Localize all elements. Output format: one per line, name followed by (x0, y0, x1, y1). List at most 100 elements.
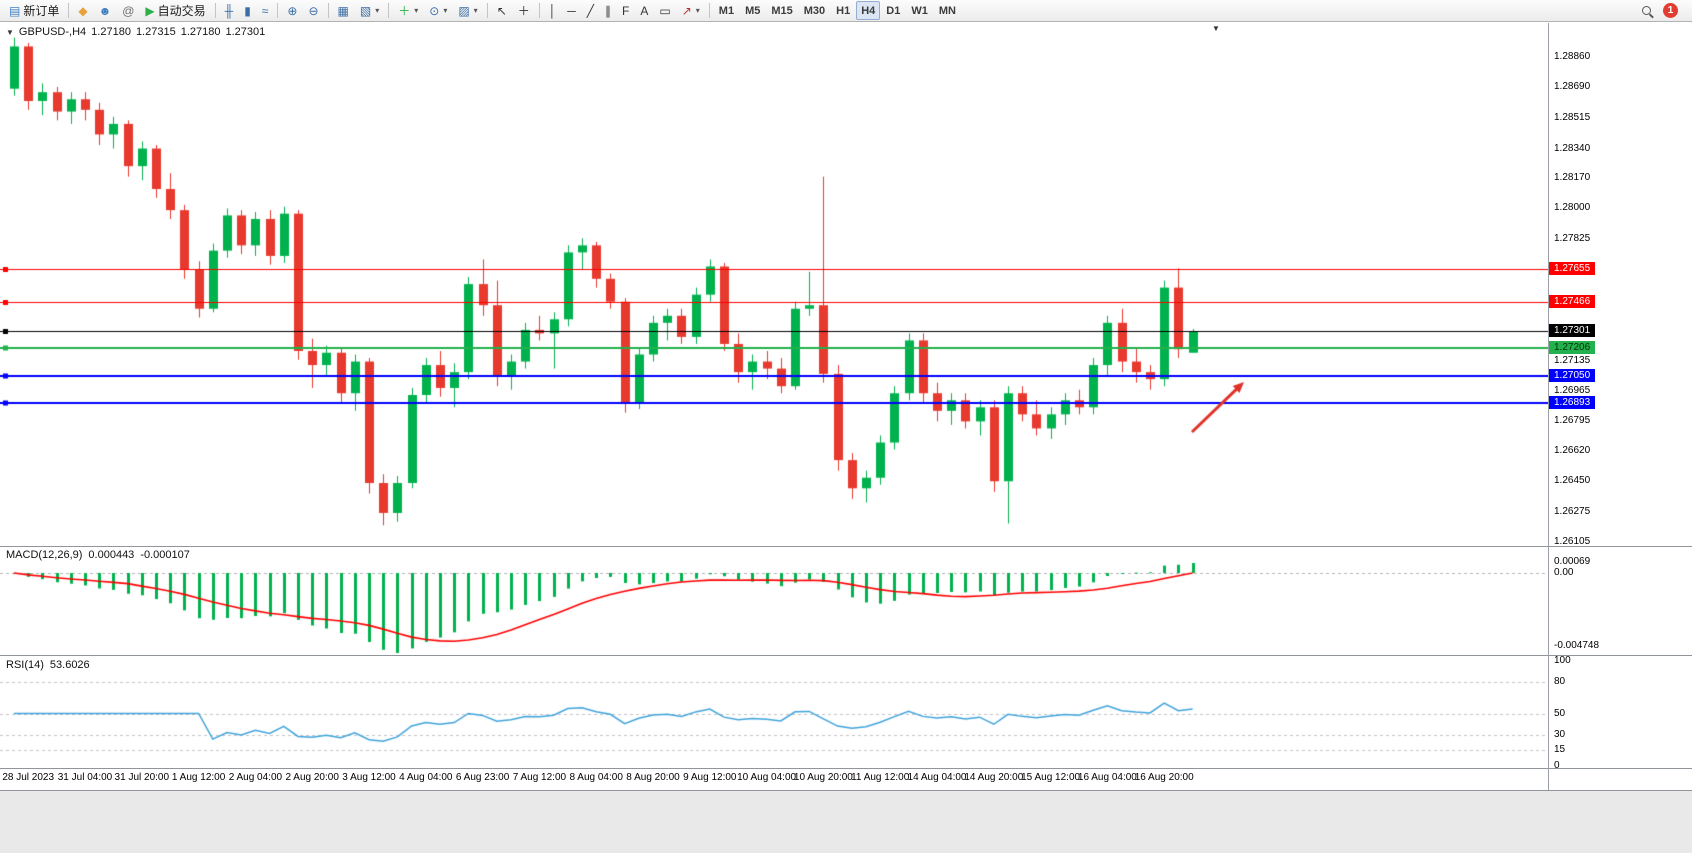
chart-canvas[interactable] (0, 22, 1548, 790)
panel-separator[interactable] (0, 655, 1692, 656)
arrows-icon: ↗ (681, 3, 692, 18)
price-axis[interactable]: 1.28860 1.28690 1.28515 1.28340 1.28170 1.280… (1549, 22, 1692, 790)
market-button[interactable]: ◆ (73, 1, 92, 20)
arrows-button[interactable]: ↗ ▾ (677, 1, 705, 20)
price-tag-label: 1.27655 (1549, 262, 1596, 276)
one-click-trading-collapse-icon[interactable]: ▼ (6, 27, 14, 37)
macd-name: MACD(12,26,9) (6, 549, 83, 561)
candlestick-chart-button[interactable]: ▮ (239, 1, 256, 20)
periods-button[interactable]: ⊙ ▾ (424, 1, 452, 20)
price-axis-label: 1.28000 (1554, 202, 1591, 214)
time-axis-label: 1 Aug 12:00 (171, 772, 226, 783)
macd-indicator-label: MACD(12,26,9) 0.000443 -0.000107 (6, 549, 190, 561)
search-icon (1642, 6, 1651, 15)
text-button[interactable]: A (635, 1, 653, 20)
chart-shift-marker-icon: ▼ (1212, 24, 1220, 33)
toolbar-separator (327, 3, 329, 18)
horizontal-line-button[interactable]: ─ (562, 1, 581, 20)
timeframe-m15-button[interactable]: M15 (766, 1, 797, 20)
timeframe-w1-button[interactable]: W1 (906, 1, 933, 20)
zoom-out-icon: ⊖ (308, 3, 319, 18)
timeframe-m30-button[interactable]: M30 (799, 1, 830, 20)
tile-windows-button[interactable]: ▦ (333, 1, 354, 20)
channel-button[interactable]: ∥ (600, 1, 616, 20)
macd-axis-label: 0.00 (1554, 567, 1574, 578)
rsi-axis-label: 0 (1554, 760, 1560, 771)
indicators-button[interactable]: ＋ ▾ (393, 1, 423, 20)
price-tag-label: 1.27466 (1549, 295, 1596, 309)
vertical-line-icon: │ (548, 3, 557, 18)
trendline-icon: ╱ (586, 3, 595, 18)
toolbar-separator (277, 3, 279, 18)
horizontal-line-icon: ─ (567, 3, 576, 18)
toolbar-group: ↖ ＋ (492, 1, 535, 20)
price-axis-label: 1.28340 (1554, 142, 1591, 154)
dropdown-caret-icon: ▾ (695, 6, 700, 15)
timeframe-mn-button[interactable]: MN (934, 1, 961, 20)
price-axis-label: 1.26795 (1554, 414, 1591, 426)
time-axis-label: 28 Jul 2023 (2, 772, 55, 783)
panel-separator[interactable] (0, 546, 1692, 547)
zoom-in-button[interactable]: ⊕ (282, 1, 302, 20)
tile-windows-icon: ▦ (337, 3, 349, 18)
notifications-badge[interactable]: 1 (1663, 3, 1678, 18)
vertical-line-button[interactable]: │ (544, 1, 562, 20)
timeframe-m1-button[interactable]: M1 (714, 1, 739, 20)
price-tag-label: 1.27206 (1549, 341, 1596, 355)
notifications-badge-label: 1 (1667, 5, 1674, 16)
symbol-period-label: GBPUSD-,H4 (18, 26, 87, 38)
new-order-button[interactable]: ▤ 新订单 (4, 1, 64, 20)
time-axis-label: 15 Aug 12:00 (1021, 772, 1081, 783)
rsi-axis-label: 80 (1554, 676, 1566, 687)
templates-button[interactable]: ▨ ▾ (453, 1, 482, 20)
crosshair-icon: ＋ (517, 3, 530, 18)
price-axis-label: 1.26275 (1554, 506, 1591, 518)
price-axis-label: 1.28170 (1554, 172, 1591, 184)
rsi-axis-label: 100 (1554, 655, 1571, 666)
cursor-button[interactable]: ↖ (492, 1, 512, 20)
profile-button[interactable]: ☻ (94, 1, 117, 20)
rsi-axis-label: 15 (1554, 744, 1566, 756)
toolbar-separator (708, 3, 710, 18)
toolbar-separator (538, 3, 540, 18)
chart-window-bottom-border (0, 790, 1692, 791)
rsi-axis-label: 30 (1554, 728, 1566, 740)
time-axis[interactable]: 28 Jul 2023 31 Jul 04:00 31 Jul 20:00 1 Aug… (0, 769, 1548, 790)
toolbar-group: │ ─ ╱ ∥ F A ▭ ↗ ▾ (544, 1, 705, 20)
zoom-out-button[interactable]: ⊖ (303, 1, 323, 20)
line-chart-button[interactable]: ≈ (257, 1, 274, 20)
timeframe-mn-button-label: MN (938, 4, 956, 17)
macd-main-value: 0.000443 (88, 549, 135, 561)
price-axis-label: 1.26105 (1554, 535, 1591, 547)
text-icon: A (640, 3, 649, 18)
crosshair-button[interactable]: ＋ (513, 1, 535, 20)
timeframe-h4-button[interactable]: H4 (856, 1, 881, 20)
timeframe-h1-button-label: H1 (836, 4, 851, 17)
price-axis-label: 1.28690 (1554, 80, 1591, 92)
auto-trading-button[interactable]: ▶ 自动交易 (140, 1, 210, 20)
fibonacci-button[interactable]: F (617, 1, 634, 20)
price-tag-label: 1.27301 (1549, 324, 1596, 338)
toolbar-group: ▤ 新订单 (4, 1, 64, 20)
bar-chart-icon: ╫ (224, 3, 234, 18)
timeframe-m5-button[interactable]: M5 (740, 1, 765, 20)
timeframe-m1-button-label: M1 (718, 4, 735, 17)
indicators-icon: ＋ (398, 3, 411, 18)
community-button[interactable]: @ (117, 1, 139, 20)
bar-open-value: 1.27180 (91, 26, 131, 38)
templates-icon: ▨ (458, 3, 470, 18)
window-background-area (0, 791, 1692, 853)
bar-chart-button[interactable]: ╫ (220, 1, 239, 20)
new-order-icon: ▤ (9, 3, 21, 18)
rsi-axis-label: 50 (1554, 707, 1566, 719)
search-button[interactable] (1637, 1, 1656, 20)
toolbar-separator (214, 3, 216, 18)
text-label-button[interactable]: ▭ (654, 1, 675, 20)
new-chart-button[interactable]: ▧ ▾ (355, 1, 384, 20)
trendline-button[interactable]: ╱ (582, 1, 599, 20)
market-icon: ◆ (78, 3, 88, 18)
timeframe-d1-button[interactable]: D1 (881, 1, 905, 20)
timeframe-h1-button[interactable]: H1 (831, 1, 855, 20)
toolbar-group: ⊕ ⊖ (282, 1, 323, 20)
